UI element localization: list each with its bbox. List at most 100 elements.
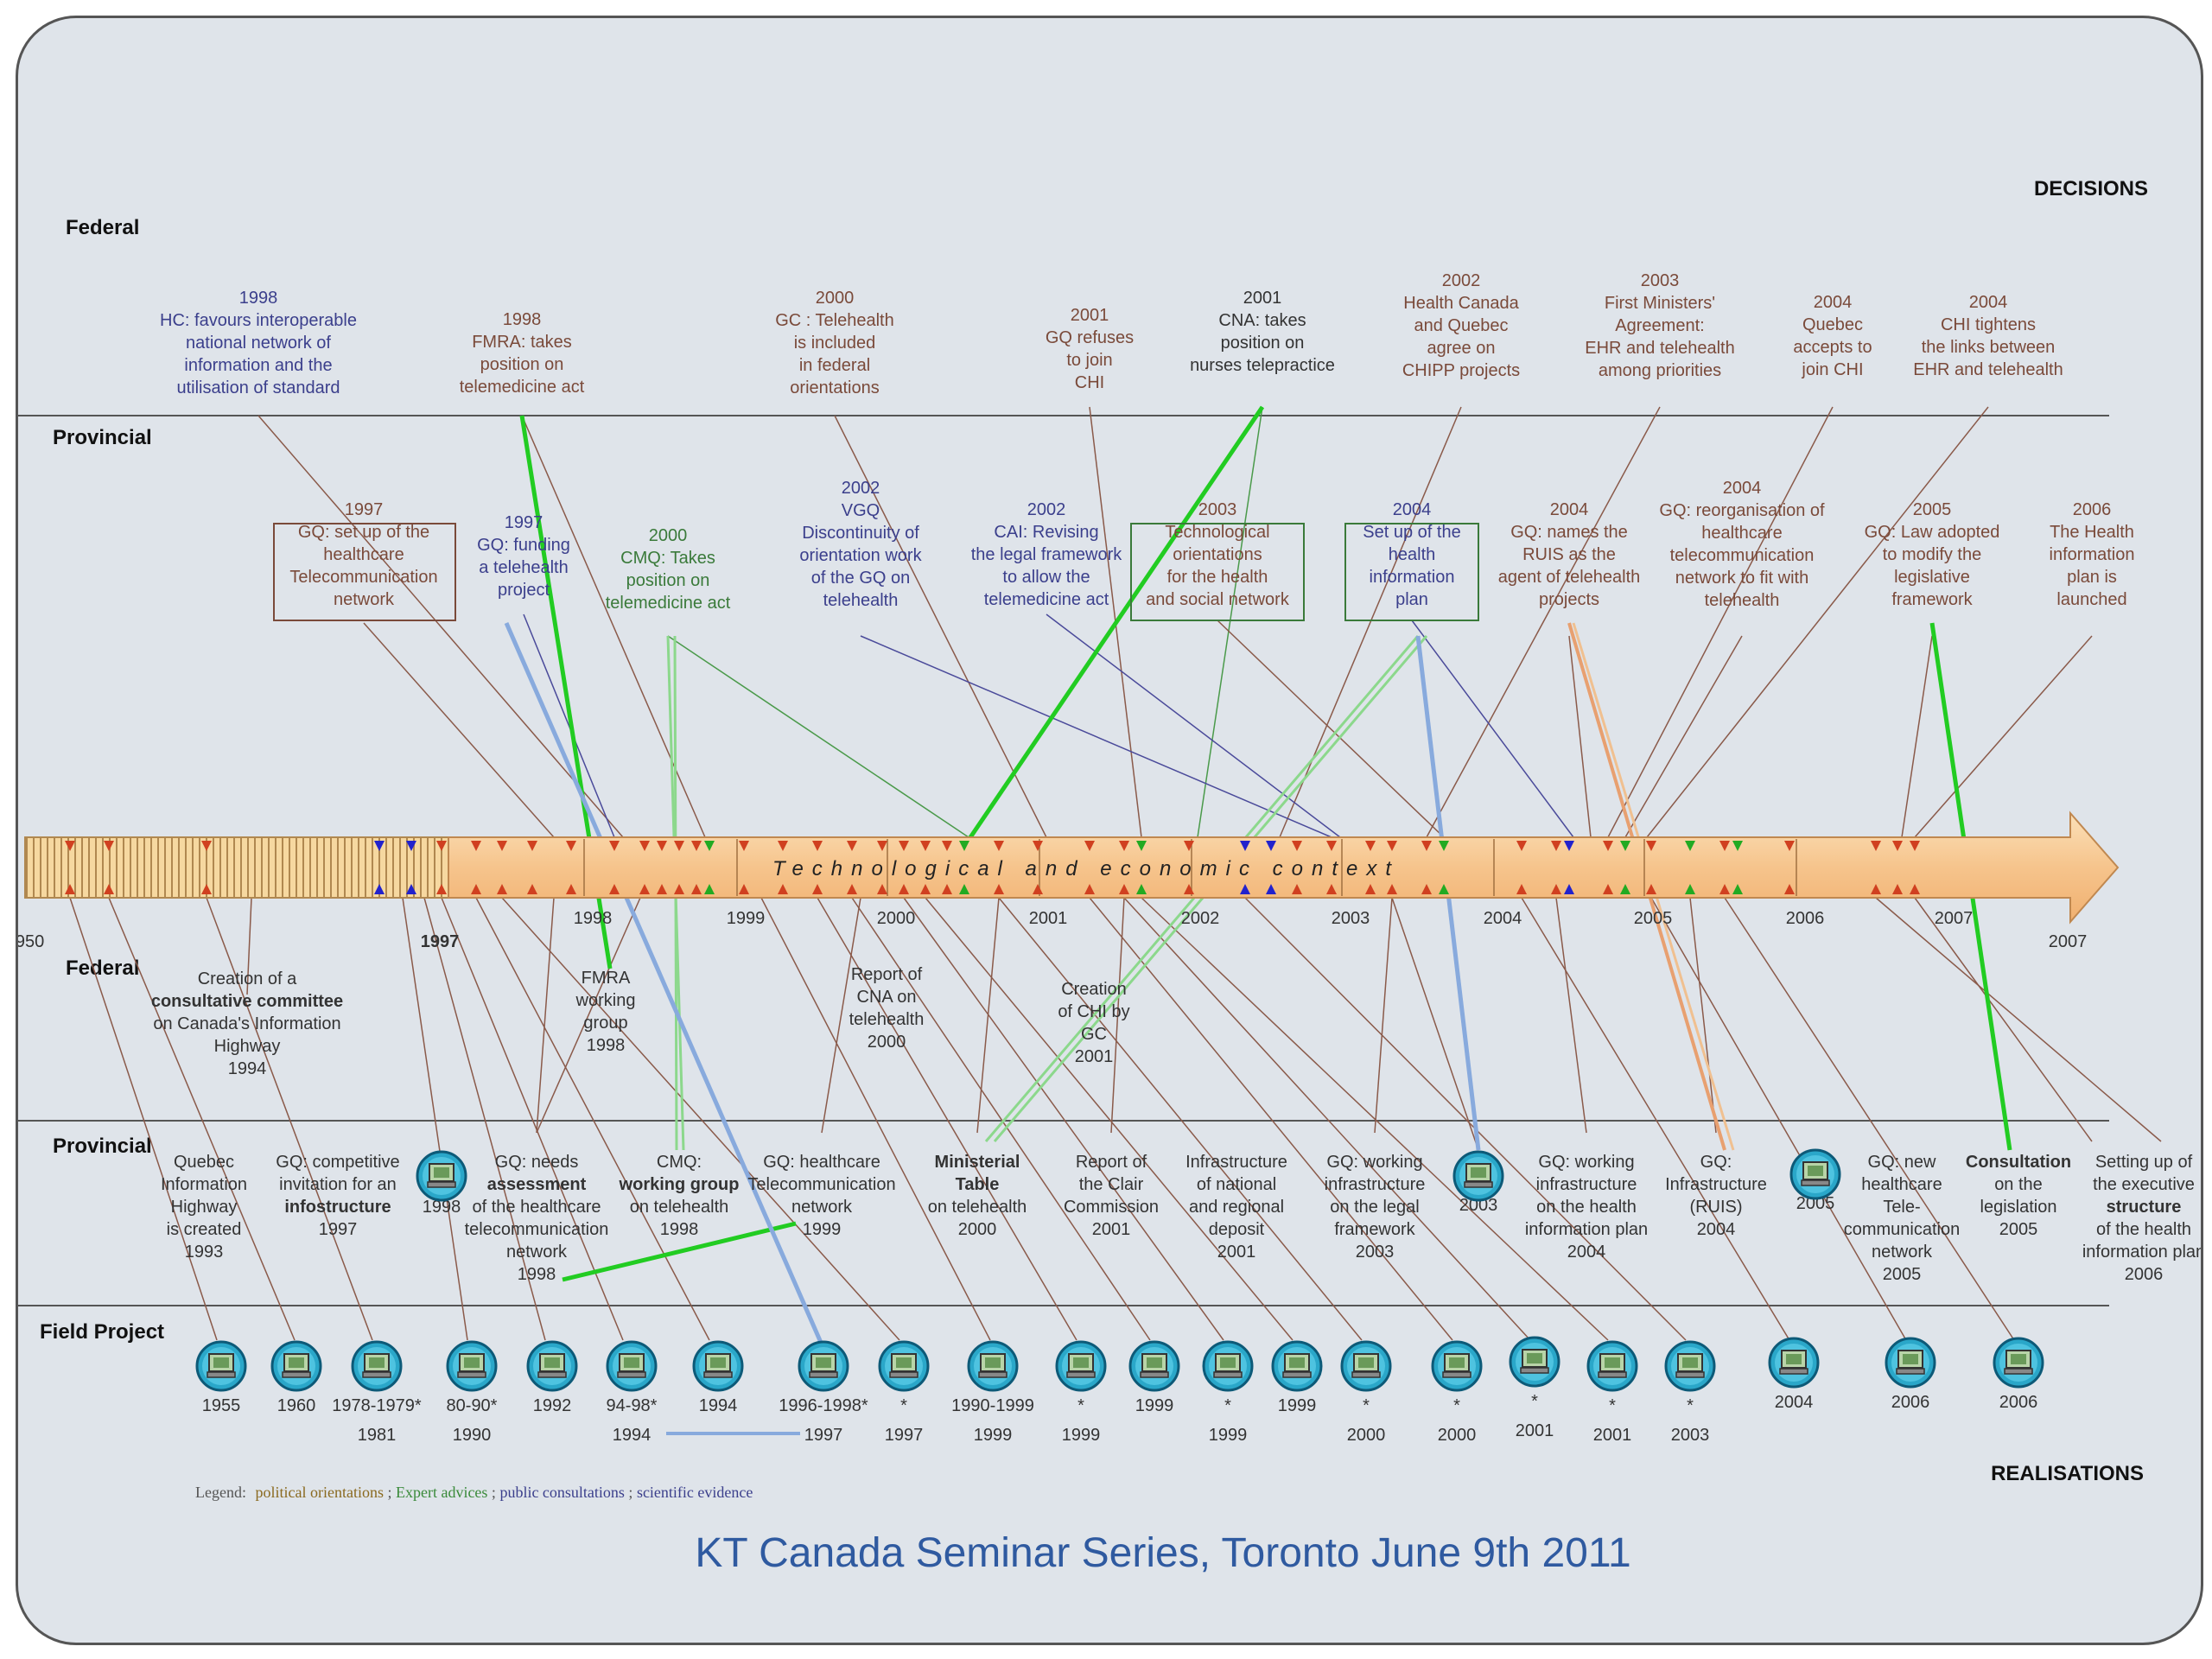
field-project-year: 1994 — [699, 1396, 738, 1415]
connector-line — [860, 635, 1332, 838]
event-marker — [812, 884, 823, 894]
field-project-year: 1978-1979* — [332, 1396, 422, 1415]
federal-realisation-1: FMRA working group 1998 — [575, 969, 636, 1055]
event-marker — [1292, 841, 1302, 851]
event-marker — [1603, 841, 1613, 851]
connector-line — [1901, 635, 1933, 838]
field-project-year: * — [1687, 1396, 1694, 1415]
field-project-year: * — [1077, 1396, 1084, 1415]
connector-line — [1110, 897, 1125, 1134]
event-marker — [1326, 884, 1337, 894]
event-marker — [471, 841, 481, 851]
event-marker — [959, 884, 969, 894]
timeline-marker-1997: 1997 — [421, 932, 460, 951]
connector-line — [667, 635, 969, 838]
connector-line — [998, 897, 1363, 1341]
event-marker — [1266, 884, 1276, 894]
field-project-year-sub: 1999 — [1062, 1426, 1101, 1445]
connector-line — [1914, 635, 2093, 838]
computer-icon — [878, 1340, 930, 1392]
provincial-decision-5: 2003 Technological orientations for the hea… — [1146, 500, 1290, 609]
provincial-decision-10: 2006 The Health information plan is launched — [2050, 500, 2135, 609]
timeline-diagram: DECISIONS REALISATIONS Federal Provincia… — [18, 177, 2201, 1576]
event-marker — [1266, 841, 1276, 851]
event-marker — [1326, 841, 1337, 851]
event-marker — [1732, 841, 1743, 851]
event-marker — [920, 884, 931, 894]
connector-line — [1411, 620, 1574, 838]
event-marker — [436, 841, 447, 851]
computer-icon — [1509, 1336, 1560, 1388]
axis-year-2004: 2004 — [1484, 909, 1522, 928]
field-project-year-sub: 2003 — [1671, 1426, 1710, 1445]
event-marker — [704, 841, 715, 851]
event-marker — [1564, 841, 1574, 851]
field-project-year-sub: 1994 — [613, 1426, 652, 1445]
event-marker — [877, 884, 887, 894]
axis-year-2000: 2000 — [877, 909, 916, 928]
connector-line — [1914, 897, 2093, 1142]
field-project-year: 2004 — [1775, 1393, 1814, 1412]
event-marker — [778, 884, 788, 894]
connector-line — [1689, 897, 1717, 1134]
event-markers — [65, 841, 1920, 894]
field-project-year: 1999 — [1135, 1396, 1174, 1415]
connector-line — [536, 897, 555, 1134]
field-project-year: 1999 — [1278, 1396, 1317, 1415]
connector-line — [1046, 613, 1341, 838]
legend-political: political orientations — [255, 1484, 383, 1501]
legend-prefix: Legend: — [195, 1484, 246, 1501]
computer-icon — [1993, 1337, 2044, 1389]
provincial-realisation-13: 2005 — [1796, 1194, 1835, 1213]
event-marker — [566, 841, 576, 851]
event-marker — [1910, 884, 1920, 894]
provincial-realisation-0: Quebec Information Highway is created 1993 — [161, 1153, 247, 1262]
box-health-info-plan — [1344, 523, 1479, 621]
computer-icon — [1271, 1340, 1323, 1392]
footer-title: KT Canada Seminar Series, Toronto June 9… — [695, 1530, 1630, 1576]
provincial-realisation-5: GQ: healthcare Telecommunication network 19… — [747, 1153, 895, 1239]
connector-line — [1197, 406, 1263, 838]
event-marker — [812, 841, 823, 851]
provincial-realisation-9: GQ: working infrastructure on the legal fra… — [1325, 1153, 1426, 1262]
field-project-year-sub: 1999 — [974, 1426, 1013, 1445]
axis-year-labels: 1998 1999 2000 2001 2002 2003 2004 2005 2006 2007 — [574, 909, 1974, 928]
event-marker — [1033, 884, 1043, 894]
federal-decision-2: 2000 GC : Telehealth is included in federal… — [775, 289, 894, 397]
computer-icon — [967, 1340, 1019, 1392]
event-marker — [847, 884, 857, 894]
computer-icon — [446, 1340, 498, 1392]
event-marker — [104, 841, 114, 851]
event-marker — [1871, 884, 1881, 894]
event-marker — [1910, 841, 1920, 851]
axis-year-2002: 2002 — [1181, 909, 1220, 928]
provincial-realisations: Quebec Information Highway is created 1993 GQ… — [161, 1148, 2201, 1284]
connector-line — [925, 897, 1294, 1341]
connector-line — [851, 897, 1151, 1341]
connector-line — [1426, 406, 1661, 838]
event-marker — [406, 841, 416, 851]
federal-decision-7: 2004 Quebec accepts to join CHI — [1793, 293, 1872, 379]
event-marker — [374, 884, 385, 894]
legend-public: public consultations — [499, 1484, 624, 1501]
federal-decision-4: 2001 CNA: takes position on nurses teleprac… — [1190, 289, 1335, 375]
field-project-year: * — [1453, 1396, 1460, 1415]
event-marker — [201, 841, 212, 851]
event-marker — [739, 884, 749, 894]
provincial-decision-2: 2000 CMQ: Takes position on telemedicine ac… — [606, 526, 731, 613]
event-marker — [778, 841, 788, 851]
event-marker — [1719, 884, 1730, 894]
computer-icon — [1768, 1337, 1820, 1389]
connector-lines — [69, 405, 2162, 1435]
provincial-realisation-1: GQ: competitive invitation for an infostru… — [276, 1153, 399, 1239]
provincial-realisation-2: 1998 — [423, 1198, 461, 1217]
event-marker — [374, 841, 385, 851]
computer-icon — [1664, 1340, 1716, 1392]
computer-icon — [1789, 1148, 1841, 1200]
axis-year-2001: 2001 — [1029, 909, 1068, 928]
axis-year-1999: 1999 — [727, 909, 766, 928]
event-marker — [1119, 884, 1129, 894]
federal-realisations: Creation of a consultative committee on Ca… — [151, 965, 1130, 1078]
axis-year-1998: 1998 — [574, 909, 613, 928]
federal-bottom-label: Federal — [66, 957, 139, 980]
